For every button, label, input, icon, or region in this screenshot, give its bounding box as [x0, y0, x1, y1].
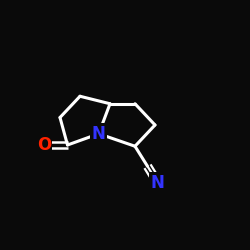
Text: N: N	[150, 174, 164, 192]
Text: N: N	[92, 125, 106, 143]
Text: O: O	[36, 136, 51, 154]
